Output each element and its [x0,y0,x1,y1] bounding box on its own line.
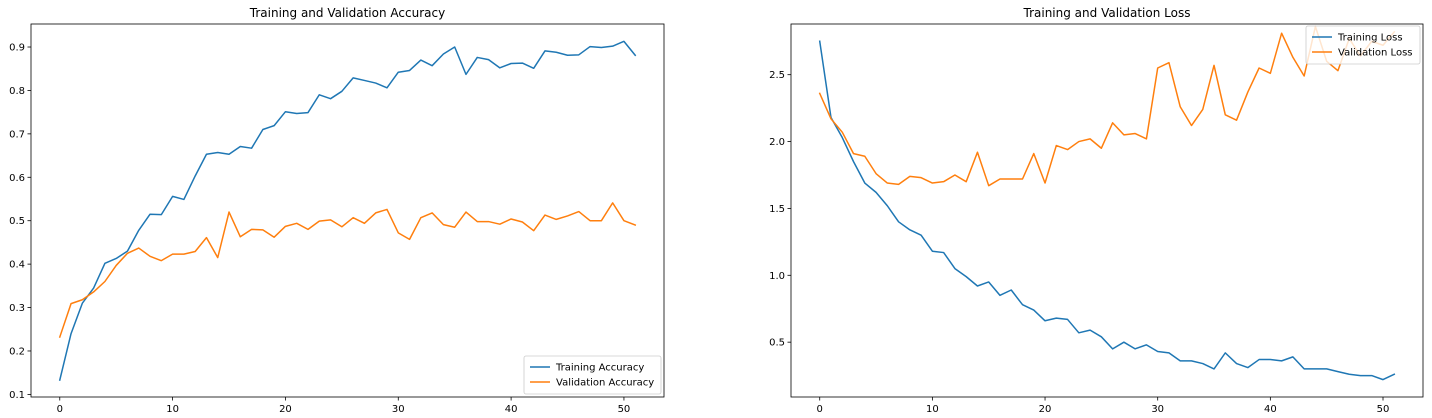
legend: Training Loss Validation Loss [1305,25,1421,65]
series-line-training-accuracy [58,40,637,381]
y-tick-label: 2.0 [769,137,785,148]
x-tick-label: 0 [817,404,823,415]
y-tick-label: 2.5 [769,70,785,81]
y-tick-label: 0.8 [9,86,25,97]
y-tick-label: 0.6 [9,173,25,184]
x-tick-label: 0 [57,404,63,415]
x-tick-label: 30 [1151,404,1164,415]
x-tick-label: 10 [166,404,179,415]
axes-frame [30,23,665,398]
legend-label: Training Loss [1337,33,1403,44]
chart-title: Training and Validation Accuracy [249,6,445,20]
legend-label: Training Accuracy [555,363,644,374]
y-tick-label: 0.3 [9,303,25,314]
loss-chart: Training and Validation Loss 0 10 20 30 40 50 0… [769,6,1424,415]
y-tick-label: 1.5 [769,204,785,215]
series-line-training-loss [818,40,1396,381]
legend-box [523,355,662,395]
y-tick-label: 0.5 [769,338,785,349]
accuracy-chart: Training and Validation Accuracy 0 10 20 30 4… [9,6,665,415]
x-tick-label: 50 [1377,404,1390,415]
legend: Training Accuracy Validation Accuracy [523,355,662,395]
x-tick-label: 40 [1264,404,1277,415]
x-tick-label: 50 [618,404,631,415]
series-line-validation-loss [818,25,1396,187]
x-tick-label: 20 [279,404,292,415]
x-tick-label: 30 [392,404,405,415]
y-tick-label: 0.4 [9,260,25,271]
y-tick-label: 0.9 [9,43,25,54]
y-tick-label: 1.0 [769,271,785,282]
legend-label: Validation Loss [1338,48,1413,59]
y-tick-label: 0.1 [9,390,25,401]
y-tick-label: 0.5 [9,216,25,227]
series-line-validation-accuracy [58,202,637,339]
x-tick-label: 20 [1039,404,1052,415]
x-tick-label: 40 [505,404,518,415]
x-tick-label: 10 [926,404,939,415]
y-tick-label: 0.2 [9,346,25,357]
legend-label: Validation Accuracy [556,378,654,389]
legend-box [1305,25,1421,65]
axes-frame [790,23,1424,398]
chart-title: Training and Validation Loss [1023,6,1191,20]
y-tick-label: 0.7 [9,129,25,140]
